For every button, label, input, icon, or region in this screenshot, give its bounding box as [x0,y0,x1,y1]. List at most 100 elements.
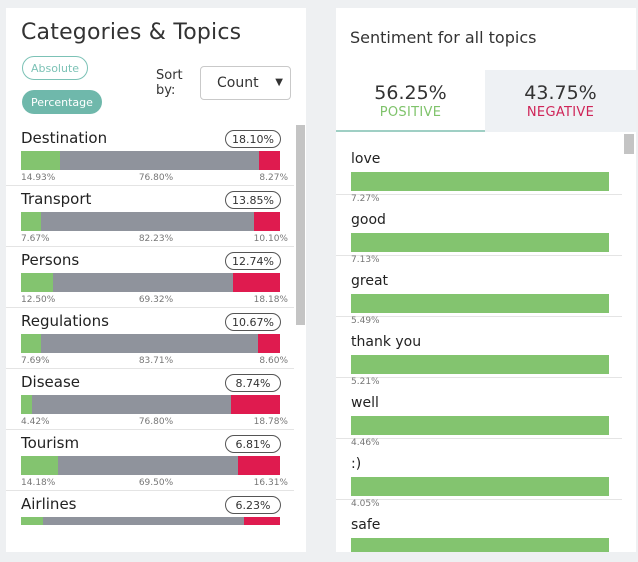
topic-row[interactable]: Destination 18.10% 14.93% 76.80% 8.27% [6,125,294,186]
positive-pct: 7.69% [21,356,50,366]
topic-share-badge: 18.10% [225,130,281,148]
word-row[interactable]: good 7.13% [336,195,622,265]
word-row[interactable]: :) 4.05% [336,439,622,509]
neutral-segment [53,273,233,292]
positive-segment [21,212,41,231]
topic-share-badge: 8.74% [225,374,281,392]
sentiment-bar [21,151,280,170]
neutral-pct: 82.23% [138,234,174,244]
word-row[interactable]: love 7.27% [336,134,622,204]
topic-row[interactable]: Transport 13.85% 7.67% 82.23% 10.10% [6,186,294,247]
positive-segment [21,151,60,170]
negative-label: NEGATIVE [526,105,595,120]
sort-select[interactable]: Count ▼ [200,66,291,100]
topic-share-badge: 13.85% [225,191,281,209]
word-pct: 7.13% [351,255,380,265]
sentiment-bar [21,517,280,525]
topic-share-badge: 12.74% [225,252,281,270]
word-bar [351,233,609,252]
negative-segment [243,517,280,525]
topic-row[interactable]: Disease 8.74% 4.42% 76.80% 18.78% [6,369,294,430]
topic-name: Persons [21,251,80,269]
positive-segment [21,395,33,414]
categories-panel: Categories & Topics Absolute Percentage … [6,8,306,552]
neutral-segment [40,212,254,231]
negative-segment [258,151,280,170]
word-pct: 5.49% [351,316,380,326]
word-name: good [351,212,386,228]
topic-row[interactable]: Airlines 6.23% [6,491,294,525]
sentiment-title: Sentiment for all topics [350,28,537,47]
positive-value: 56.25% [374,82,447,104]
word-bar [351,416,609,435]
negative-pct: 8.27% [259,173,288,183]
negative-segment [237,456,280,475]
chevron-down-icon: ▼ [275,77,283,88]
word-name: love [351,151,381,167]
topic-share-badge: 6.81% [225,435,281,453]
positive-pct: 4.42% [21,417,50,427]
word-name: well [351,395,379,411]
word-pct: 4.46% [351,438,380,448]
word-bar [351,294,609,313]
word-name: :) [351,456,362,472]
negative-segment [231,395,280,414]
scrollbar-thumb[interactable] [624,134,634,154]
topic-share-badge: 6.23% [225,496,281,514]
positive-pct: 14.18% [21,478,56,488]
positive-label: POSITIVE [379,105,442,120]
sort-by-label: Sort by: [156,68,183,98]
sentiment-bar [21,212,280,231]
sentiment-panel: Sentiment for all topics 56.25% POSITIVE… [336,8,636,552]
word-name: safe [351,517,381,533]
neutral-segment [40,334,258,353]
topic-row[interactable]: Persons 12.74% 12.50% 69.32% 18.18% [6,247,294,308]
neutral-pct: 76.80% [138,173,174,183]
positive-segment [21,334,41,353]
word-row[interactable]: safe [336,500,622,552]
topic-name: Destination [21,129,108,147]
word-name: thank you [351,334,422,350]
sentiment-bar [21,395,280,414]
tab-negative[interactable]: 43.75% NEGATIVE [485,70,636,132]
word-bar [351,172,609,191]
word-bar [351,355,609,374]
neutral-pct: 83.71% [138,356,174,366]
sentiment-bar [21,456,280,475]
negative-segment [232,273,280,292]
word-row[interactable]: well 4.46% [336,378,622,448]
panel-title: Categories & Topics [21,20,242,45]
topic-name: Regulations [21,312,109,330]
positive-pct: 12.50% [21,295,56,305]
percentage-toggle-button[interactable]: Percentage [22,90,102,114]
absolute-toggle-button[interactable]: Absolute [22,56,88,80]
word-pct: 7.27% [351,194,380,204]
neutral-segment [57,456,238,475]
neutral-segment [43,517,244,525]
neutral-pct: 69.32% [138,295,174,305]
topic-list[interactable]: Destination 18.10% 14.93% 76.80% 8.27% Transp… [6,125,306,525]
negative-segment [253,212,280,231]
topic-row[interactable]: Tourism 6.81% 14.18% 69.50% 16.31% [6,430,294,491]
sort-select-value: Count [217,75,259,91]
neutral-segment [32,395,232,414]
topic-row[interactable]: Regulations 10.67% 7.69% 83.71% 8.60% [6,308,294,369]
neutral-pct: 69.50% [138,478,174,488]
topic-name: Airlines [21,495,77,513]
scrollbar-thumb[interactable] [296,125,305,325]
sentiment-bar [21,273,280,292]
word-list[interactable]: love 7.27% good 7.13% great 5.49% thank you 5.2… [336,134,636,552]
topic-name: Tourism [21,434,80,452]
topic-share-badge: 10.67% [225,313,281,331]
word-row[interactable]: great 5.49% [336,256,622,326]
negative-pct: 16.31% [253,478,288,488]
word-row[interactable]: thank you 5.21% [336,317,622,387]
negative-pct: 10.10% [253,234,288,244]
topic-name: Disease [21,373,80,391]
tab-positive[interactable]: 56.25% POSITIVE [336,70,485,132]
neutral-segment [59,151,259,170]
negative-pct: 18.18% [253,295,288,305]
negative-pct: 8.60% [259,356,288,366]
neutral-pct: 76.80% [138,417,174,427]
sentiment-bar [21,334,280,353]
